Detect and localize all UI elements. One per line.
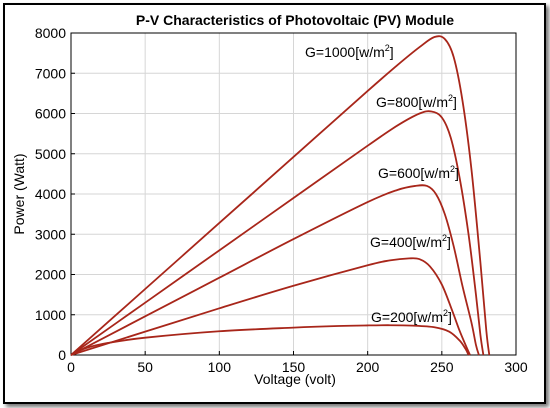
- series-label-1: G=1000[w/m2]: [305, 43, 394, 60]
- series-label-4: G=400[w/m2]: [370, 233, 451, 250]
- series-label-2: G=800[w/m2]: [376, 93, 457, 110]
- series-label-3: G=600[w/m2]: [378, 164, 459, 181]
- x-tick-label: 300: [504, 359, 528, 375]
- grid-lines: [70, 32, 517, 356]
- series-label-text: G=1000[w/m: [305, 44, 385, 60]
- x-axis-label: Voltage (volt): [254, 371, 336, 387]
- y-tick-label: 4000: [35, 186, 66, 202]
- series-label-superscript: 2: [443, 308, 448, 318]
- series-labels: G=1000[w/m2]G=800[w/m2]G=600[w/m2]G=400[…: [305, 43, 459, 325]
- y-tick-label: 7000: [35, 65, 66, 81]
- x-tick-label: 0: [67, 359, 75, 375]
- series-curve-3: [70, 184, 480, 356]
- x-tick-label: 250: [430, 359, 454, 375]
- y-tick-label: 1000: [35, 307, 66, 323]
- series-label-superscript: 2: [385, 43, 390, 53]
- series-label-superscript: 2: [448, 93, 453, 103]
- series-label-close: ]: [455, 165, 459, 181]
- y-tick-label: 3000: [35, 226, 66, 242]
- y-tick-label: 2000: [35, 267, 66, 283]
- series-curve-4: [70, 257, 471, 356]
- y-tick-label: 5000: [35, 146, 66, 162]
- series-label-5: G=200[w/m2]: [371, 308, 452, 325]
- x-tick-label: 100: [208, 359, 232, 375]
- y-tick-label: 6000: [35, 106, 66, 122]
- y-axis-label: Power (Watt): [11, 153, 27, 234]
- series-label-text: G=800[w/m: [376, 94, 448, 110]
- chart-title: P-V Characteristics of Photovoltaic (PV)…: [136, 12, 454, 28]
- x-tick-label: 200: [356, 359, 380, 375]
- series-curve-2: [70, 110, 485, 356]
- x-tick-label: 150: [282, 359, 306, 375]
- series-curve-1: [70, 35, 491, 356]
- series-label-close: ]: [453, 94, 457, 110]
- x-tick-label: 50: [137, 359, 153, 375]
- series-label-close: ]: [447, 234, 451, 250]
- series-curve-5: [70, 324, 470, 356]
- series-label-close: ]: [390, 44, 394, 60]
- y-tick-label: 0: [58, 347, 66, 363]
- series-label-text: G=400[w/m: [370, 234, 442, 250]
- curves: [70, 35, 491, 356]
- series-label-superscript: 2: [442, 233, 447, 243]
- series-label-superscript: 2: [450, 164, 455, 174]
- series-label-text: G=200[w/m: [371, 309, 443, 325]
- series-label-text: G=600[w/m: [378, 165, 450, 181]
- y-tick-label: 8000: [35, 25, 66, 41]
- series-label-close: ]: [448, 309, 452, 325]
- axis-ticks: 0 50 100 150 200 250 3000100020003000400050006…: [35, 25, 528, 375]
